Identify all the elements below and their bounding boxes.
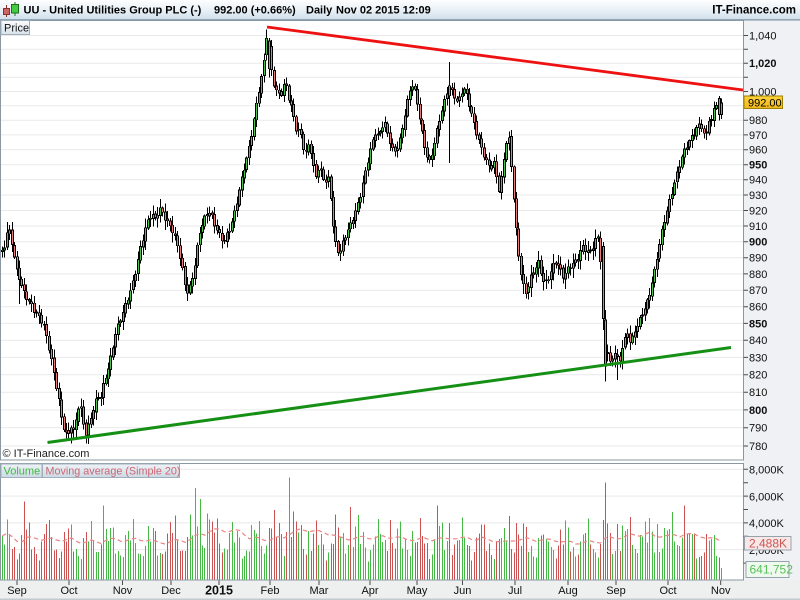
- svg-text:Feb: Feb: [261, 585, 280, 597]
- svg-text:992.00: 992.00: [748, 97, 782, 109]
- svg-text:900: 900: [749, 237, 767, 249]
- svg-text:2015: 2015: [205, 584, 233, 598]
- svg-text:870: 870: [749, 285, 767, 297]
- svg-text:May: May: [407, 585, 428, 597]
- svg-text:Oct: Oct: [60, 585, 77, 597]
- svg-text:880: 880: [749, 269, 767, 281]
- svg-text:Jun: Jun: [454, 585, 472, 597]
- svg-text:Nov 02 2015 12:09: Nov 02 2015 12:09: [336, 5, 431, 17]
- svg-text:820: 820: [749, 370, 767, 382]
- svg-text:980: 980: [749, 115, 767, 127]
- svg-text:940: 940: [749, 175, 767, 187]
- svg-text:Volume: Volume: [4, 466, 41, 478]
- svg-text:6,000K: 6,000K: [749, 491, 785, 503]
- svg-text:840: 840: [749, 335, 767, 347]
- svg-text:860: 860: [749, 302, 767, 314]
- svg-text:Sep: Sep: [7, 585, 27, 597]
- svg-text:1,040: 1,040: [749, 30, 777, 42]
- svg-text:992.00 (+0.66%): 992.00 (+0.66%): [214, 5, 296, 17]
- svg-text:790: 790: [749, 423, 767, 435]
- svg-text:1,020: 1,020: [749, 58, 777, 70]
- svg-text:960: 960: [749, 145, 767, 157]
- svg-text:800: 800: [749, 405, 767, 417]
- svg-text:© IT-Finance.com: © IT-Finance.com: [3, 448, 90, 460]
- svg-text:Nov: Nov: [711, 585, 731, 597]
- svg-text:930: 930: [749, 190, 767, 202]
- svg-text:4,000K: 4,000K: [749, 518, 785, 530]
- svg-text:Dec: Dec: [161, 585, 181, 597]
- svg-text:890: 890: [749, 253, 767, 265]
- svg-text:970: 970: [749, 130, 767, 142]
- svg-text:780: 780: [749, 441, 767, 453]
- svg-text:810: 810: [749, 387, 767, 399]
- svg-text:2,488K: 2,488K: [749, 537, 787, 551]
- svg-text:Daily: Daily: [306, 5, 333, 17]
- svg-text:830: 830: [749, 352, 767, 364]
- svg-text:Price: Price: [4, 23, 29, 35]
- svg-text:Nov: Nov: [113, 585, 133, 597]
- svg-text:Moving average (Simple 20): Moving average (Simple 20): [46, 466, 181, 478]
- svg-text:Apr: Apr: [361, 585, 378, 597]
- svg-text:8,000K: 8,000K: [749, 465, 785, 477]
- svg-text:641,752: 641,752: [750, 563, 794, 577]
- svg-text:1,000: 1,000: [749, 86, 777, 98]
- svg-text:Oct: Oct: [659, 585, 676, 597]
- svg-text:IT-Finance.com: IT-Finance.com: [712, 5, 796, 17]
- svg-text:Mar: Mar: [310, 585, 329, 597]
- svg-text:920: 920: [749, 205, 767, 217]
- svg-text:UU - United Utilities Group PL: UU - United Utilities Group PLC (-): [24, 5, 202, 17]
- svg-text:Sep: Sep: [606, 585, 626, 597]
- svg-text:850: 850: [749, 318, 767, 330]
- svg-text:Jul: Jul: [508, 585, 522, 597]
- svg-text:950: 950: [749, 160, 767, 172]
- svg-text:Aug: Aug: [558, 585, 578, 597]
- svg-text:910: 910: [749, 221, 767, 233]
